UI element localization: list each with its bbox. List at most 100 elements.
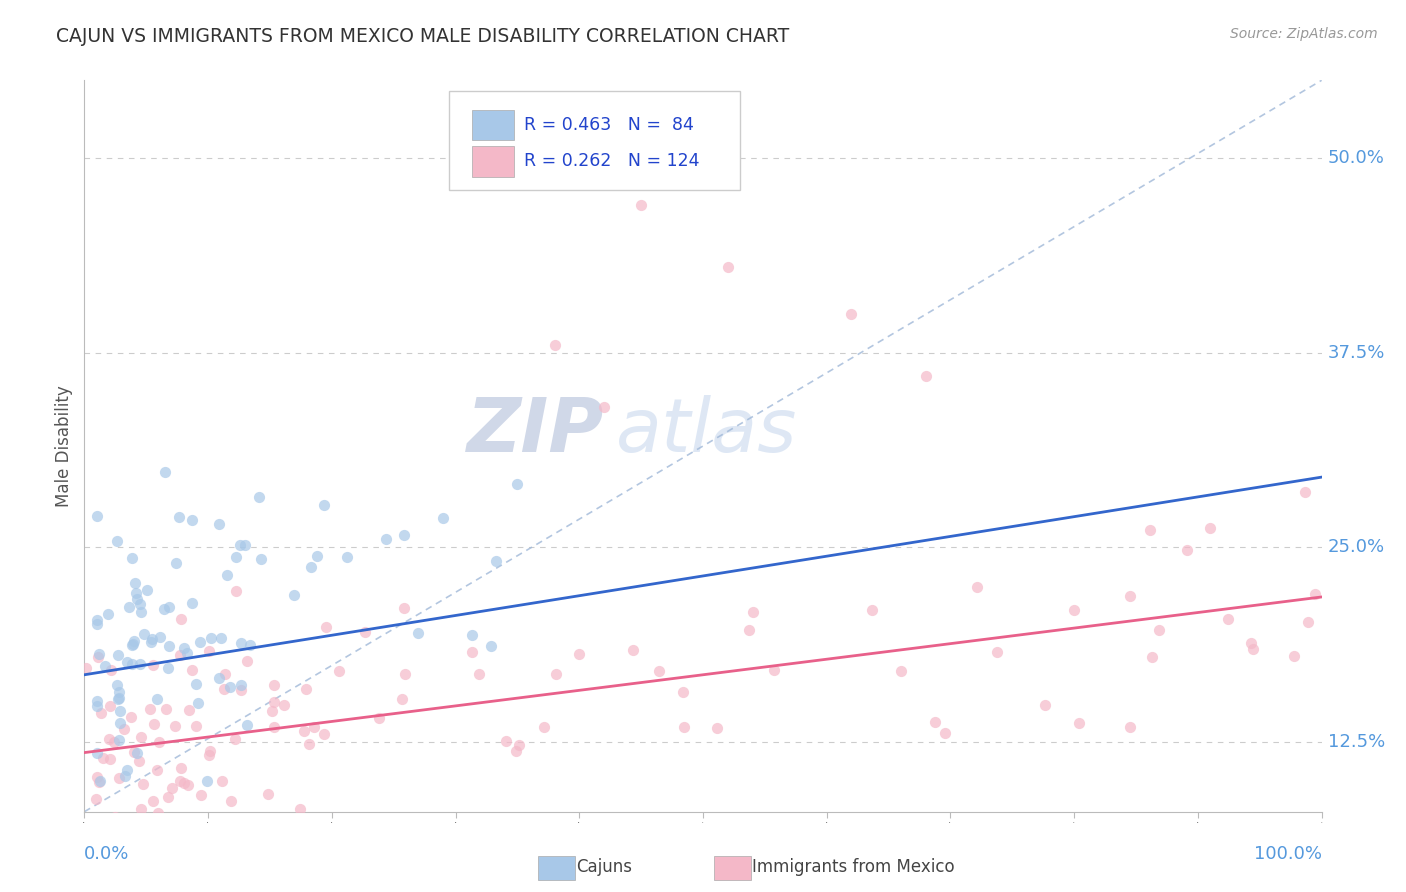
Point xyxy=(86,747,108,761)
Point xyxy=(148,630,170,644)
Point xyxy=(190,635,212,649)
FancyBboxPatch shape xyxy=(450,91,740,190)
Point xyxy=(1240,636,1263,650)
Text: 25.0%: 25.0% xyxy=(1327,538,1385,556)
Point xyxy=(177,702,200,716)
Point xyxy=(86,770,108,784)
Point xyxy=(841,307,863,321)
Point xyxy=(169,612,191,626)
Point xyxy=(114,769,136,783)
Point xyxy=(115,764,138,778)
Point xyxy=(288,802,311,816)
Point xyxy=(107,733,129,747)
Point xyxy=(295,682,318,697)
Point xyxy=(543,338,565,352)
Point xyxy=(180,513,202,527)
Text: atlas: atlas xyxy=(616,395,797,467)
Point xyxy=(139,634,162,648)
Point xyxy=(157,639,180,653)
Point xyxy=(82,830,104,844)
Point xyxy=(485,554,508,568)
Point xyxy=(375,533,398,547)
Point xyxy=(75,661,97,675)
Point xyxy=(157,600,180,615)
Point xyxy=(212,681,235,696)
Point xyxy=(467,667,489,681)
Point xyxy=(260,704,283,718)
Point xyxy=(312,498,335,512)
Point xyxy=(322,811,344,825)
Point xyxy=(1296,615,1319,630)
Point xyxy=(860,603,883,617)
Point xyxy=(86,698,108,713)
Point xyxy=(131,605,153,619)
Point xyxy=(648,664,671,678)
Point xyxy=(1198,521,1220,535)
Point xyxy=(125,586,148,600)
Point xyxy=(167,510,190,524)
Point xyxy=(924,714,946,729)
Point xyxy=(239,638,262,652)
Point xyxy=(120,710,142,724)
Point xyxy=(122,637,145,651)
Point xyxy=(1140,650,1163,665)
Point xyxy=(129,657,152,671)
Point xyxy=(263,720,285,734)
Point xyxy=(298,737,321,751)
Point xyxy=(141,632,163,647)
Point xyxy=(90,706,112,720)
Point xyxy=(84,792,107,806)
Point xyxy=(122,745,145,759)
Point xyxy=(169,774,191,789)
Point xyxy=(121,638,143,652)
Point xyxy=(505,744,527,758)
Point xyxy=(224,731,246,746)
Point xyxy=(1175,542,1198,557)
Point xyxy=(107,648,129,662)
Point xyxy=(190,789,212,803)
Point xyxy=(219,794,242,808)
Point xyxy=(103,735,125,749)
Text: CAJUN VS IMMIGRANTS FROM MEXICO MALE DISABILITY CORRELATION CHART: CAJUN VS IMMIGRANTS FROM MEXICO MALE DIS… xyxy=(56,27,790,45)
Text: R = 0.463   N =  84: R = 0.463 N = 84 xyxy=(523,116,693,134)
Point xyxy=(208,671,231,685)
Point xyxy=(98,699,121,714)
Point xyxy=(215,567,238,582)
Point xyxy=(150,827,173,841)
Point xyxy=(229,678,252,692)
Point xyxy=(394,666,416,681)
Point xyxy=(1294,485,1316,500)
Point xyxy=(336,549,359,564)
Point xyxy=(1303,587,1326,601)
Point xyxy=(165,719,187,733)
FancyBboxPatch shape xyxy=(471,146,513,177)
Point xyxy=(138,702,160,716)
Point xyxy=(187,696,209,710)
Point xyxy=(173,641,195,656)
Point xyxy=(162,780,184,795)
Point xyxy=(108,690,131,705)
Point xyxy=(142,795,165,809)
Point xyxy=(105,533,128,548)
Point xyxy=(621,643,644,657)
Point xyxy=(165,556,187,570)
Point xyxy=(94,659,117,673)
Y-axis label: Male Disability: Male Disability xyxy=(55,385,73,507)
Point xyxy=(87,648,110,662)
Point xyxy=(195,773,218,788)
Point xyxy=(304,720,326,734)
Text: Cajuns: Cajuns xyxy=(576,858,633,876)
Point xyxy=(934,725,956,739)
Point xyxy=(406,626,429,640)
Point xyxy=(153,602,176,616)
Point xyxy=(1241,641,1264,656)
Point xyxy=(87,650,110,665)
Point xyxy=(479,639,502,653)
Point xyxy=(115,656,138,670)
Point xyxy=(1147,623,1170,637)
Point xyxy=(198,644,221,658)
Point xyxy=(236,718,259,732)
Point xyxy=(368,711,391,725)
Text: 0.0%: 0.0% xyxy=(84,845,129,863)
Point xyxy=(87,775,110,789)
